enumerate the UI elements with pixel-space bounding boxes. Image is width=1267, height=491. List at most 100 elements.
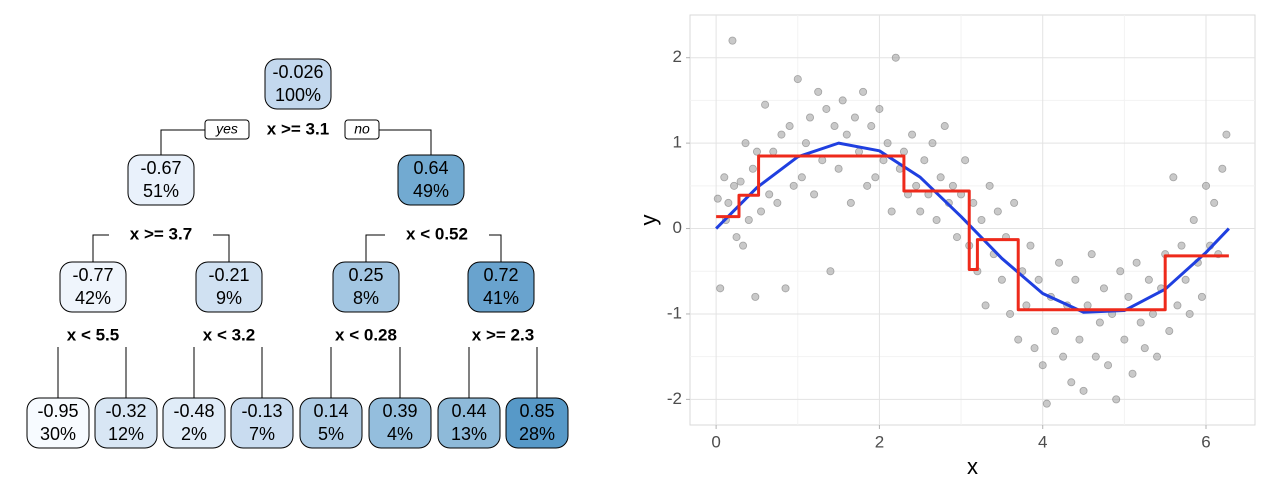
node-percent: 8% bbox=[353, 288, 379, 308]
node-percent: 100% bbox=[275, 85, 321, 105]
point bbox=[969, 198, 978, 207]
split-label: x < 0.52 bbox=[406, 224, 468, 243]
point bbox=[1116, 267, 1125, 276]
point bbox=[891, 53, 900, 62]
node-value: 0.85 bbox=[519, 401, 554, 421]
point bbox=[1014, 335, 1023, 344]
split-bg bbox=[385, 224, 489, 246]
tree-node bbox=[332, 261, 400, 313]
node-percent: 2% bbox=[181, 424, 207, 444]
node-value: -0.32 bbox=[105, 401, 146, 421]
node-value: 0.72 bbox=[483, 265, 518, 285]
node-percent: 42% bbox=[75, 288, 111, 308]
point bbox=[1222, 130, 1231, 139]
point bbox=[1075, 335, 1084, 344]
node-percent: 12% bbox=[108, 424, 144, 444]
node-value: -0.48 bbox=[173, 401, 214, 421]
node-percent: 41% bbox=[483, 288, 519, 308]
node-value: -0.77 bbox=[72, 265, 113, 285]
y-tick-label: 0 bbox=[673, 218, 682, 237]
point bbox=[777, 130, 786, 139]
tree-node bbox=[505, 397, 569, 449]
node-percent: 5% bbox=[318, 424, 344, 444]
point bbox=[1042, 399, 1051, 408]
point bbox=[908, 130, 917, 139]
point bbox=[713, 194, 722, 203]
node-percent: 30% bbox=[40, 424, 76, 444]
point bbox=[855, 147, 864, 156]
node-value: 0.64 bbox=[413, 158, 448, 178]
point bbox=[932, 215, 941, 224]
point bbox=[1202, 181, 1211, 190]
point bbox=[875, 104, 884, 113]
node-percent: 7% bbox=[249, 424, 275, 444]
tree-node bbox=[368, 397, 432, 449]
split-label: x >= 3.1 bbox=[267, 119, 329, 138]
split-bg bbox=[187, 325, 271, 347]
tree-node bbox=[59, 261, 127, 313]
point bbox=[744, 215, 753, 224]
x-axis-title: x bbox=[967, 454, 978, 479]
plot-panel bbox=[689, 14, 1256, 426]
point bbox=[781, 284, 790, 293]
point bbox=[1034, 275, 1043, 284]
y-axis-title: y bbox=[636, 215, 661, 226]
point bbox=[1140, 344, 1149, 353]
point bbox=[838, 96, 847, 105]
point bbox=[981, 301, 990, 310]
point bbox=[1197, 292, 1206, 301]
point bbox=[1189, 215, 1198, 224]
point bbox=[752, 147, 761, 156]
split-label: x >= 2.3 bbox=[472, 325, 534, 344]
tree-node bbox=[127, 154, 195, 206]
point bbox=[801, 139, 810, 148]
point bbox=[846, 198, 855, 207]
point bbox=[728, 36, 737, 45]
split-bg bbox=[51, 325, 135, 347]
tree-node bbox=[397, 154, 465, 206]
point bbox=[724, 198, 733, 207]
point bbox=[887, 207, 896, 216]
point bbox=[1124, 292, 1133, 301]
point bbox=[748, 164, 757, 173]
node-percent: 13% bbox=[451, 424, 487, 444]
node-value: -0.67 bbox=[140, 158, 181, 178]
point bbox=[1099, 284, 1108, 293]
point bbox=[730, 181, 739, 190]
point bbox=[751, 292, 760, 301]
point bbox=[1067, 378, 1076, 387]
point bbox=[814, 87, 823, 96]
tree-node bbox=[26, 397, 90, 449]
split-bg bbox=[324, 325, 408, 347]
branch-box bbox=[344, 119, 380, 140]
node-value: -0.21 bbox=[208, 265, 249, 285]
point bbox=[830, 122, 839, 131]
tree-node bbox=[94, 397, 158, 449]
tree-node bbox=[162, 397, 226, 449]
branch-label: yes bbox=[215, 121, 238, 137]
point bbox=[1071, 275, 1080, 284]
point bbox=[936, 173, 945, 182]
point bbox=[1218, 164, 1227, 173]
point bbox=[842, 130, 851, 139]
node-percent: 4% bbox=[387, 424, 413, 444]
point bbox=[773, 198, 782, 207]
point bbox=[928, 139, 937, 148]
point bbox=[1128, 369, 1137, 378]
point bbox=[1181, 275, 1190, 284]
point bbox=[1185, 309, 1194, 318]
point bbox=[1055, 258, 1064, 267]
tree-node bbox=[195, 261, 263, 313]
point bbox=[952, 233, 961, 242]
point bbox=[1104, 361, 1113, 370]
point bbox=[1169, 173, 1178, 182]
node-value: 0.14 bbox=[313, 401, 348, 421]
point bbox=[1173, 301, 1182, 310]
point bbox=[1136, 318, 1145, 327]
point bbox=[741, 139, 750, 148]
point bbox=[1091, 352, 1100, 361]
point bbox=[1083, 301, 1092, 310]
point bbox=[1132, 258, 1141, 267]
point bbox=[859, 87, 868, 96]
node-value: -0.026 bbox=[272, 62, 323, 82]
